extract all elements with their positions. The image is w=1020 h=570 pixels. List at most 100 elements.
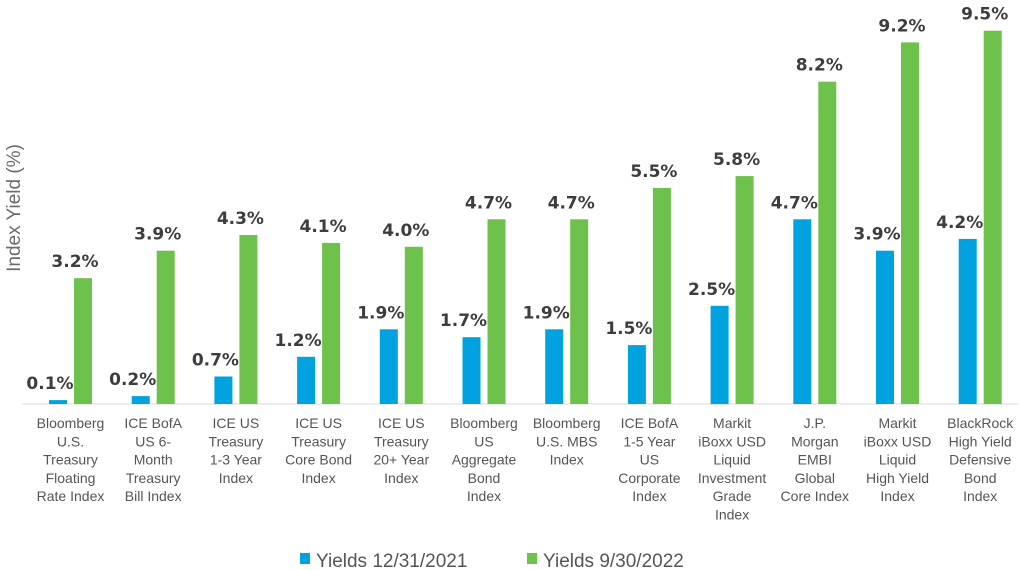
value-label-series1-0: 3.2%: [51, 252, 98, 272]
category-label-line: Bloomberg: [450, 415, 518, 431]
category-label-4: ICE US Treasury 20+ Year Index: [373, 415, 429, 486]
bar-series0-10: [876, 250, 894, 404]
category-label-line: Month: [134, 452, 173, 468]
category-label-line: 20+ Year: [373, 452, 429, 468]
category-label-line: Index: [632, 488, 666, 504]
bar-series1-5: [487, 219, 506, 404]
category-label-line: iBoxx USD: [864, 433, 932, 449]
bar-series1-8: [735, 176, 754, 404]
category-label-line: High Yield: [866, 470, 929, 486]
value-label-series0-2: 0.7%: [192, 351, 239, 371]
category-label-line: Grade: [713, 488, 752, 504]
bar-series0-6: [545, 329, 564, 404]
value-label-series1-5: 4.7%: [465, 193, 512, 213]
category-label-line: EMBI: [798, 452, 832, 468]
category-label-line: US: [640, 452, 659, 468]
category-label-line: Index: [550, 452, 584, 468]
category-label-line: J.P.: [804, 415, 826, 431]
value-label-series0-0: 0.1%: [26, 374, 73, 394]
category-label-line: High Yield: [949, 433, 1012, 449]
category-label-line: ICE BofA: [124, 415, 182, 431]
legend-swatch-yields-2022: [527, 553, 537, 564]
value-label-series0-11: 4.2%: [936, 213, 983, 233]
category-label-line: Bond: [468, 470, 501, 486]
bar-series0-9: [793, 219, 812, 404]
bar-series0-0: [49, 400, 67, 404]
category-label-line: Corporate: [618, 470, 680, 486]
category-label-6: Bloomberg U.S. MBS Index: [533, 415, 601, 468]
category-label-line: Treasury: [374, 433, 429, 449]
category-label-10: Markit iBoxx USD Liquid High Yield Index: [864, 415, 932, 504]
y-axis-label: Index Yield (%): [4, 144, 25, 272]
value-label-series1-3: 4.1%: [300, 217, 347, 237]
bar-series1-11: [983, 30, 1002, 404]
category-label-line: Index: [467, 488, 501, 504]
category-label-line: Treasury: [43, 452, 98, 468]
category-label-line: US: [474, 433, 493, 449]
value-label-series0-7: 1.5%: [605, 319, 652, 339]
category-label-line: Bond: [964, 470, 997, 486]
value-labels-group: 0.1% 0.2% 0.7% 1.2% 1.9% 1.7% 1.9% 1.5% 2.5% 4.7%…: [26, 5, 1008, 394]
category-label-line: ICE US: [213, 415, 260, 431]
bar-series1-4: [404, 246, 423, 404]
category-label-line: Index: [219, 470, 253, 486]
category-label-line: Index: [715, 507, 749, 523]
value-label-series0-1: 0.2%: [109, 370, 156, 390]
category-label-3: ICE US Treasury Core Bond Index: [285, 415, 352, 486]
category-label-line: Markit: [713, 415, 751, 431]
bar-series1-2: [239, 235, 258, 404]
category-label-line: Bloomberg: [533, 415, 601, 431]
category-label-11: BlackRock High Yield Defensive Bond Index: [947, 415, 1014, 504]
category-label-line: Investment: [698, 470, 767, 486]
bar-series1-0: [74, 278, 92, 404]
category-label-line: Aggregate: [452, 452, 517, 468]
category-label-line: Bloomberg: [37, 415, 105, 431]
legend-label-yields-2022: Yields 9/30/2022: [543, 551, 684, 570]
category-label-9: J.P. Morgan EMBI Global Core Index: [781, 415, 849, 504]
category-label-2: ICE US Treasury 1-3 Year Index: [209, 415, 264, 486]
category-label-8: Markit iBoxx USD Liquid Investment Grade Inde…: [698, 415, 767, 523]
bar-series0-5: [462, 337, 481, 404]
value-label-series0-10: 3.9%: [853, 225, 900, 245]
category-label-line: Treasury: [209, 433, 264, 449]
legend: Yields 12/31/2021 Yields 9/30/2022: [300, 551, 684, 570]
value-label-series0-9: 4.7%: [771, 193, 818, 213]
category-label-line: Liquid: [879, 452, 916, 468]
category-label-line: 1-5 Year: [623, 433, 675, 449]
bar-series1-10: [901, 42, 919, 405]
category-label-line: Index: [301, 470, 335, 486]
category-label-line: Floating: [46, 470, 96, 486]
category-label-line: US 6-: [135, 433, 171, 449]
bar-series0-4: [379, 329, 398, 404]
bar-series0-11: [958, 238, 977, 404]
category-label-line: BlackRock: [947, 415, 1014, 431]
value-label-series1-2: 4.3%: [217, 209, 264, 229]
legend-swatch-yields-2021: [300, 553, 310, 564]
value-label-series1-1: 3.9%: [134, 225, 181, 245]
value-label-series0-3: 1.2%: [275, 331, 322, 351]
category-label-7: ICE BofA 1-5 Year US Corporate Index: [618, 415, 680, 504]
bar-series0-7: [627, 345, 646, 404]
category-label-line: Markit: [878, 415, 916, 431]
category-label-line: Core Bond: [285, 452, 352, 468]
bar-series1-1: [156, 250, 175, 404]
category-label-line: Morgan: [791, 433, 838, 449]
category-label-line: ICE BofA: [621, 415, 679, 431]
bars-group: [49, 30, 1002, 405]
category-labels-group: Bloomberg U.S. Treasury Floating Rate Index I…: [37, 415, 1015, 523]
category-label-line: ICE US: [378, 415, 425, 431]
bar-series1-7: [652, 187, 671, 404]
bar-series0-2: [214, 376, 233, 404]
category-label-line: U.S. MBS: [536, 433, 597, 449]
value-label-series1-11: 9.5%: [961, 5, 1008, 25]
category-label-line: iBoxx USD: [698, 433, 766, 449]
category-label-line: Bill Index: [125, 488, 182, 504]
category-label-line: Global: [795, 470, 835, 486]
category-label-line: Treasury: [291, 433, 346, 449]
value-label-series0-6: 1.9%: [523, 303, 570, 323]
legend-label-yields-2021: Yields 12/31/2021: [316, 551, 467, 570]
bar-series0-1: [131, 396, 150, 404]
value-label-series1-9: 8.2%: [796, 56, 843, 76]
value-label-series1-10: 9.2%: [878, 16, 925, 36]
